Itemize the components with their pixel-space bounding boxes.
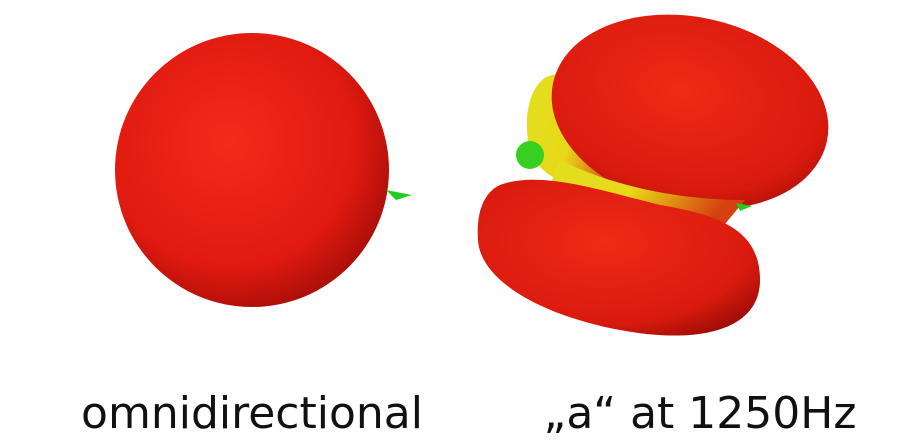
omni-pattern xyxy=(115,33,412,307)
caption-right: „a“ at 1250Hz xyxy=(544,388,857,439)
directional-pattern xyxy=(477,14,829,336)
caption-left: omnidirectional xyxy=(81,388,423,439)
